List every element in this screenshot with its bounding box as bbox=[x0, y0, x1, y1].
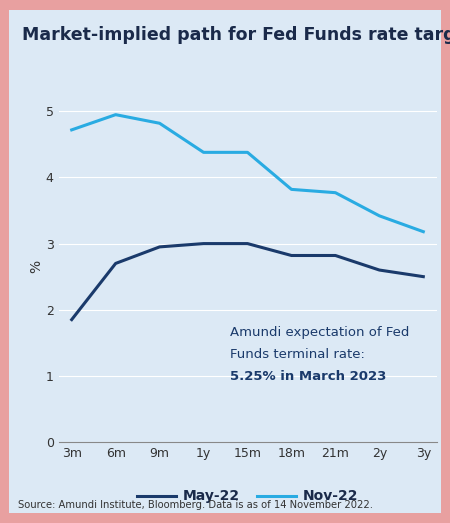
Text: Amundi expectation of Fed: Amundi expectation of Fed bbox=[230, 326, 410, 339]
Text: Source: Amundi Institute, Bloomberg. Data is as of 14 November 2022.: Source: Amundi Institute, Bloomberg. Dat… bbox=[18, 500, 373, 510]
Y-axis label: %: % bbox=[29, 260, 43, 274]
Text: Market-implied path for Fed Funds rate target: Market-implied path for Fed Funds rate t… bbox=[22, 26, 450, 44]
Text: Funds terminal rate:: Funds terminal rate: bbox=[230, 348, 365, 361]
Text: 5.25% in March 2023: 5.25% in March 2023 bbox=[230, 370, 386, 383]
Legend: May-22, Nov-22: May-22, Nov-22 bbox=[131, 484, 364, 509]
